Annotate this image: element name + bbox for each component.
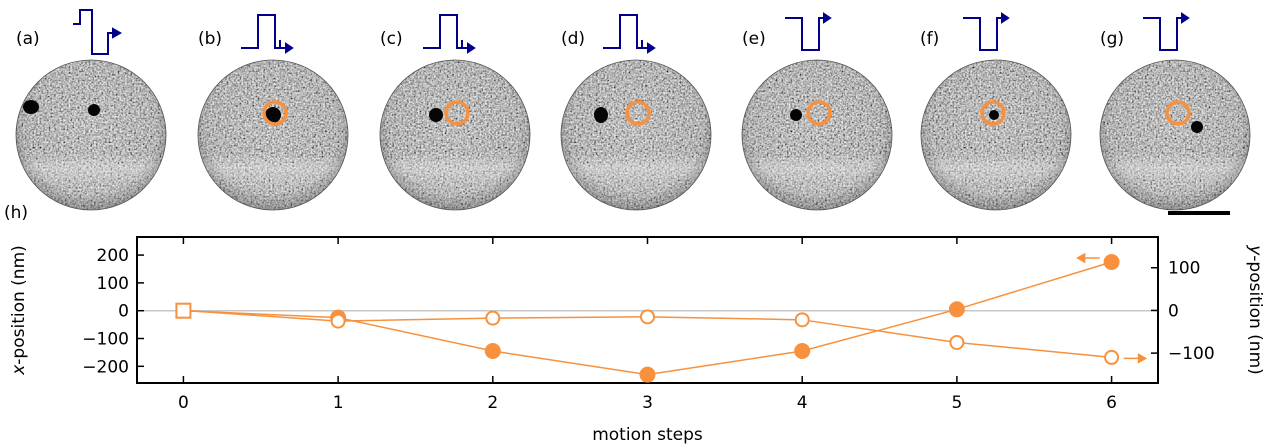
pulse-icon — [785, 12, 832, 51]
dark-spot — [594, 107, 608, 123]
x-tick-label: 0 — [178, 393, 189, 413]
dark-spot — [265, 107, 281, 123]
data-point — [485, 310, 501, 326]
data-point — [949, 334, 965, 350]
data-point — [1103, 254, 1120, 271]
micrograph — [198, 60, 348, 210]
panel-label: (g) — [1100, 29, 1124, 49]
data-point — [794, 312, 810, 328]
pulse-icon — [241, 14, 294, 54]
x-tick-label: 5 — [951, 393, 962, 413]
dark-spot — [88, 104, 100, 116]
dark-spot — [23, 100, 39, 114]
axis-arrow — [1076, 252, 1100, 264]
panel-label: (c) — [380, 29, 403, 49]
pulse-icon — [73, 9, 123, 55]
micrograph — [380, 60, 530, 210]
y-tick-label-left: −100 — [82, 330, 129, 350]
micrograph — [1100, 60, 1250, 210]
micrograph — [16, 60, 166, 210]
x-tick-label: 4 — [797, 393, 808, 413]
pulse-icon — [1143, 12, 1190, 51]
micrograph — [742, 60, 892, 210]
dark-spot — [429, 108, 443, 122]
micrograph — [561, 60, 711, 210]
panel: (e) — [741, 12, 893, 211]
data-point — [948, 301, 965, 318]
reference-ring — [444, 100, 470, 126]
x-tick-label: 6 — [1106, 393, 1117, 413]
reference-ring — [980, 100, 1006, 126]
y-axis-label-left: x-position (nm) — [9, 245, 29, 376]
reference-ring — [1165, 100, 1191, 126]
reference-ring — [625, 100, 651, 126]
panel-label: (a) — [16, 29, 40, 49]
pulse-icon — [963, 12, 1010, 51]
y-tick-label-right: 0 — [1168, 301, 1179, 321]
data-point — [639, 366, 656, 383]
x-axis-label: motion steps — [592, 425, 703, 444]
panel: (f) — [920, 12, 1072, 211]
y-tick-label-right: −100 — [1168, 344, 1215, 364]
y-tick-label-left: 200 — [97, 246, 129, 266]
panel: (b) — [197, 14, 349, 211]
dark-spot — [790, 109, 802, 121]
dark-spot — [989, 110, 999, 120]
panel-label: (d) — [561, 29, 585, 49]
panel: (g) — [1099, 12, 1251, 211]
data-point — [1104, 349, 1120, 365]
start-marker — [175, 302, 192, 319]
y-tick-label-left: −200 — [82, 357, 129, 377]
panel-label: (f) — [920, 29, 939, 49]
reference-ring — [262, 100, 288, 126]
pulse-icon — [603, 14, 656, 54]
data-point — [794, 343, 811, 360]
panel-label: (b) — [198, 29, 222, 49]
y-tick-label-left: 0 — [118, 302, 129, 322]
y-axis-label-right: y-position (nm) — [1245, 244, 1265, 375]
panel: (d) — [560, 14, 712, 211]
y-tick-label-left: 100 — [97, 274, 129, 294]
plot-label: (h) — [4, 203, 28, 223]
data-point — [640, 309, 655, 325]
axis-arrow — [1123, 353, 1148, 364]
x-tick-label: 1 — [333, 393, 344, 413]
y-tick-label-right: 100 — [1168, 259, 1200, 279]
data-point — [484, 343, 501, 360]
micrograph — [921, 60, 1071, 210]
data-point — [330, 313, 346, 329]
reference-ring — [806, 100, 832, 126]
image-panels: (a) (b) (c) (d) (e) (f) (g) — [15, 9, 1251, 215]
position-plot: (h) 0 1 2 3 4 5 6 motion steps 200 100 0 −100 −200 100… — [4, 203, 1265, 444]
x-tick-label: 3 — [642, 393, 653, 413]
dark-spot — [1191, 121, 1203, 133]
x-tick-label: 2 — [487, 393, 498, 413]
panel: (a) — [15, 9, 167, 211]
panel-label: (e) — [742, 29, 766, 49]
pulse-icon — [423, 14, 476, 54]
panel: (c) — [379, 14, 531, 211]
